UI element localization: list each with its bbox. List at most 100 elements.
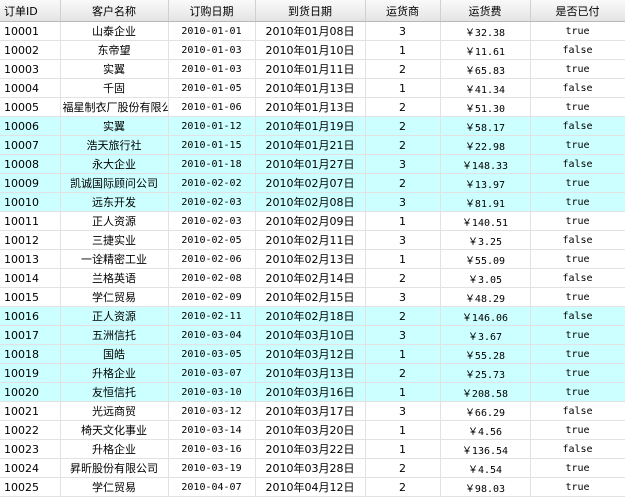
table-cell: 10017 — [0, 325, 61, 345]
table-cell: false — [530, 40, 625, 60]
table-row[interactable]: 10009 凯诚国际顾问公司 2010-02-02 2010年02月07日 2 ￥13.9… — [0, 173, 625, 193]
table-row[interactable]: 10001 山泰企业 2010-01-01 2010年01月08日 3 ￥32.38 tru… — [0, 21, 625, 41]
column-header[interactable]: 运货商 — [365, 0, 441, 22]
table-cell: ￥48.29 — [440, 287, 531, 307]
table-row[interactable]: 10020 友恒信托 2010-03-10 2010年03月16日 1 ￥208.58 tr… — [0, 382, 625, 402]
table-row[interactable]: 10010 远东开发 2010-02-03 2010年02月08日 3 ￥81.91 tru… — [0, 192, 625, 212]
table-cell: ￥146.06 — [440, 306, 531, 326]
table-cell: 升格企业 — [60, 363, 169, 383]
table-cell: 1 — [365, 382, 441, 402]
table-cell: 3 — [365, 401, 441, 421]
table-cell: true — [530, 21, 625, 41]
table-cell: 友恒信托 — [60, 382, 169, 402]
table-cell: ￥32.38 — [440, 21, 531, 41]
table-cell: 10016 — [0, 306, 61, 326]
table-cell: 2010年03月17日 — [255, 401, 366, 421]
table-row[interactable]: 10021 光远商贸 2010-03-12 2010年03月17日 3 ￥66.29 fal… — [0, 401, 625, 421]
column-header[interactable]: 订购日期 — [168, 0, 256, 22]
table-cell: 2010-02-05 — [168, 230, 256, 250]
table-row[interactable]: 10008 永大企业 2010-01-18 2010年01月27日 3 ￥148.33 fa… — [0, 154, 625, 174]
table-cell: 10009 — [0, 173, 61, 193]
table-cell: 10018 — [0, 344, 61, 364]
table-cell: 10023 — [0, 439, 61, 459]
table-cell: 五洲信托 — [60, 325, 169, 345]
table-cell: 光远商贸 — [60, 401, 169, 421]
table-row[interactable]: 10023 升格企业 2010-03-16 2010年03月22日 1 ￥136.54 fa… — [0, 439, 625, 459]
table-cell: 3 — [365, 325, 441, 345]
table-cell: 2010年01月19日 — [255, 116, 366, 136]
table-row[interactable]: 10016 正人资源 2010-02-11 2010年02月18日 2 ￥146.06 fa… — [0, 306, 625, 326]
table-cell: 2010年02月18日 — [255, 306, 366, 326]
table-cell: 2010年02月07日 — [255, 173, 366, 193]
table-row[interactable]: 10011 正人资源 2010-02-03 2010年02月09日 1 ￥140.51 tr… — [0, 211, 625, 231]
column-header[interactable]: 订单ID — [0, 0, 61, 22]
table-cell: 10025 — [0, 477, 61, 497]
table-cell: 2010-03-10 — [168, 382, 256, 402]
column-header[interactable]: 是否已付 — [530, 0, 625, 22]
table-row[interactable]: 10015 学仁贸易 2010-02-09 2010年02月15日 3 ￥48.29 tru… — [0, 287, 625, 307]
table-cell: 10013 — [0, 249, 61, 269]
table-cell: true — [530, 287, 625, 307]
table-cell: 10002 — [0, 40, 61, 60]
table-row[interactable]: 10006 实翼 2010-01-12 2010年01月19日 2 ￥58.17 false — [0, 116, 625, 136]
table-row[interactable]: 10014 兰格英语 2010-02-08 2010年02月14日 2 ￥3.05 fals… — [0, 268, 625, 288]
table-cell: 三捷实业 — [60, 230, 169, 250]
table-cell: 2010年02月08日 — [255, 192, 366, 212]
table-cell: 2010年01月13日 — [255, 78, 366, 98]
table-row[interactable]: 10002 东帝望 2010-01-03 2010年01月10日 1 ￥11.61 fals… — [0, 40, 625, 60]
table-row[interactable]: 10019 升格企业 2010-03-07 2010年03月13日 2 ￥25.73 tru… — [0, 363, 625, 383]
table-cell: 10008 — [0, 154, 61, 174]
table-cell: 2 — [365, 135, 441, 155]
table-cell: 3 — [365, 154, 441, 174]
table-cell: 2010-01-06 — [168, 97, 256, 117]
table-row[interactable]: 10022 椅天文化事业 2010-03-14 2010年03月20日 1 ￥4.56 tr… — [0, 420, 625, 440]
column-header[interactable]: 运货费 — [440, 0, 531, 22]
table-row[interactable]: 10004 千固 2010-01-05 2010年01月13日 1 ￥41.34 false — [0, 78, 625, 98]
table-row[interactable]: 10013 一诠精密工业 2010-02-06 2010年02月13日 1 ￥55.09 t… — [0, 249, 625, 269]
table-cell: ￥4.56 — [440, 420, 531, 440]
table-cell: 3 — [365, 192, 441, 212]
table-cell: 2 — [365, 173, 441, 193]
table-cell: 2010年01月27日 — [255, 154, 366, 174]
table-cell: 2 — [365, 477, 441, 497]
table-cell: false — [530, 306, 625, 326]
table-cell: 2010年03月13日 — [255, 363, 366, 383]
table-row[interactable]: 10017 五洲信托 2010-03-04 2010年03月10日 3 ￥3.67 true — [0, 325, 625, 345]
table-row[interactable]: 10024 昇昕股份有限公司 2010-03-19 2010年03月28日 2 ￥4.54… — [0, 458, 625, 478]
table-cell: ￥81.91 — [440, 192, 531, 212]
table-row[interactable]: 10025 学仁贸易 2010-04-07 2010年04月12日 2 ￥98.03 tru… — [0, 477, 625, 497]
table-cell: 2010年01月13日 — [255, 97, 366, 117]
table-cell: 2010-02-03 — [168, 192, 256, 212]
table-cell: 2010-01-12 — [168, 116, 256, 136]
table-cell: 2010-02-03 — [168, 211, 256, 231]
table-row[interactable]: 10012 三捷实业 2010-02-05 2010年02月11日 3 ￥3.25 fals… — [0, 230, 625, 250]
table-cell: 3 — [365, 230, 441, 250]
table-cell: 2010年02月14日 — [255, 268, 366, 288]
table-cell: 远东开发 — [60, 192, 169, 212]
table-cell: 正人资源 — [60, 306, 169, 326]
table-cell: 10019 — [0, 363, 61, 383]
table-cell: true — [530, 420, 625, 440]
table-cell: true — [530, 382, 625, 402]
table-cell: 2010年02月13日 — [255, 249, 366, 269]
table-cell: false — [530, 154, 625, 174]
table-cell: 2 — [365, 458, 441, 478]
table-row[interactable]: 10003 实翼 2010-01-03 2010年01月11日 2 ￥65.83 true — [0, 59, 625, 79]
table-row[interactable]: 10018 国皓 2010-03-05 2010年03月12日 1 ￥55.28 true — [0, 344, 625, 364]
table-cell: 10020 — [0, 382, 61, 402]
column-header[interactable]: 客户名称 — [60, 0, 169, 22]
table-cell: 10024 — [0, 458, 61, 478]
table-cell: 2010-03-05 — [168, 344, 256, 364]
table-cell: ￥11.61 — [440, 40, 531, 60]
table-row[interactable]: 10005福星制衣厂股份有限公司2010-01-062010年01月13日2￥5… — [0, 97, 625, 117]
table-cell: true — [530, 192, 625, 212]
table-cell: 2010年03月28日 — [255, 458, 366, 478]
table-cell: 10003 — [0, 59, 61, 79]
table-cell: 2010-03-19 — [168, 458, 256, 478]
table-cell: 2010年01月21日 — [255, 135, 366, 155]
column-header[interactable]: 到货日期 — [255, 0, 366, 22]
table-row[interactable]: 10007 浩天旅行社 2010-01-15 2010年01月21日 2 ￥22.98 tr… — [0, 135, 625, 155]
table-cell: ￥3.25 — [440, 230, 531, 250]
table-cell: 2 — [365, 306, 441, 326]
